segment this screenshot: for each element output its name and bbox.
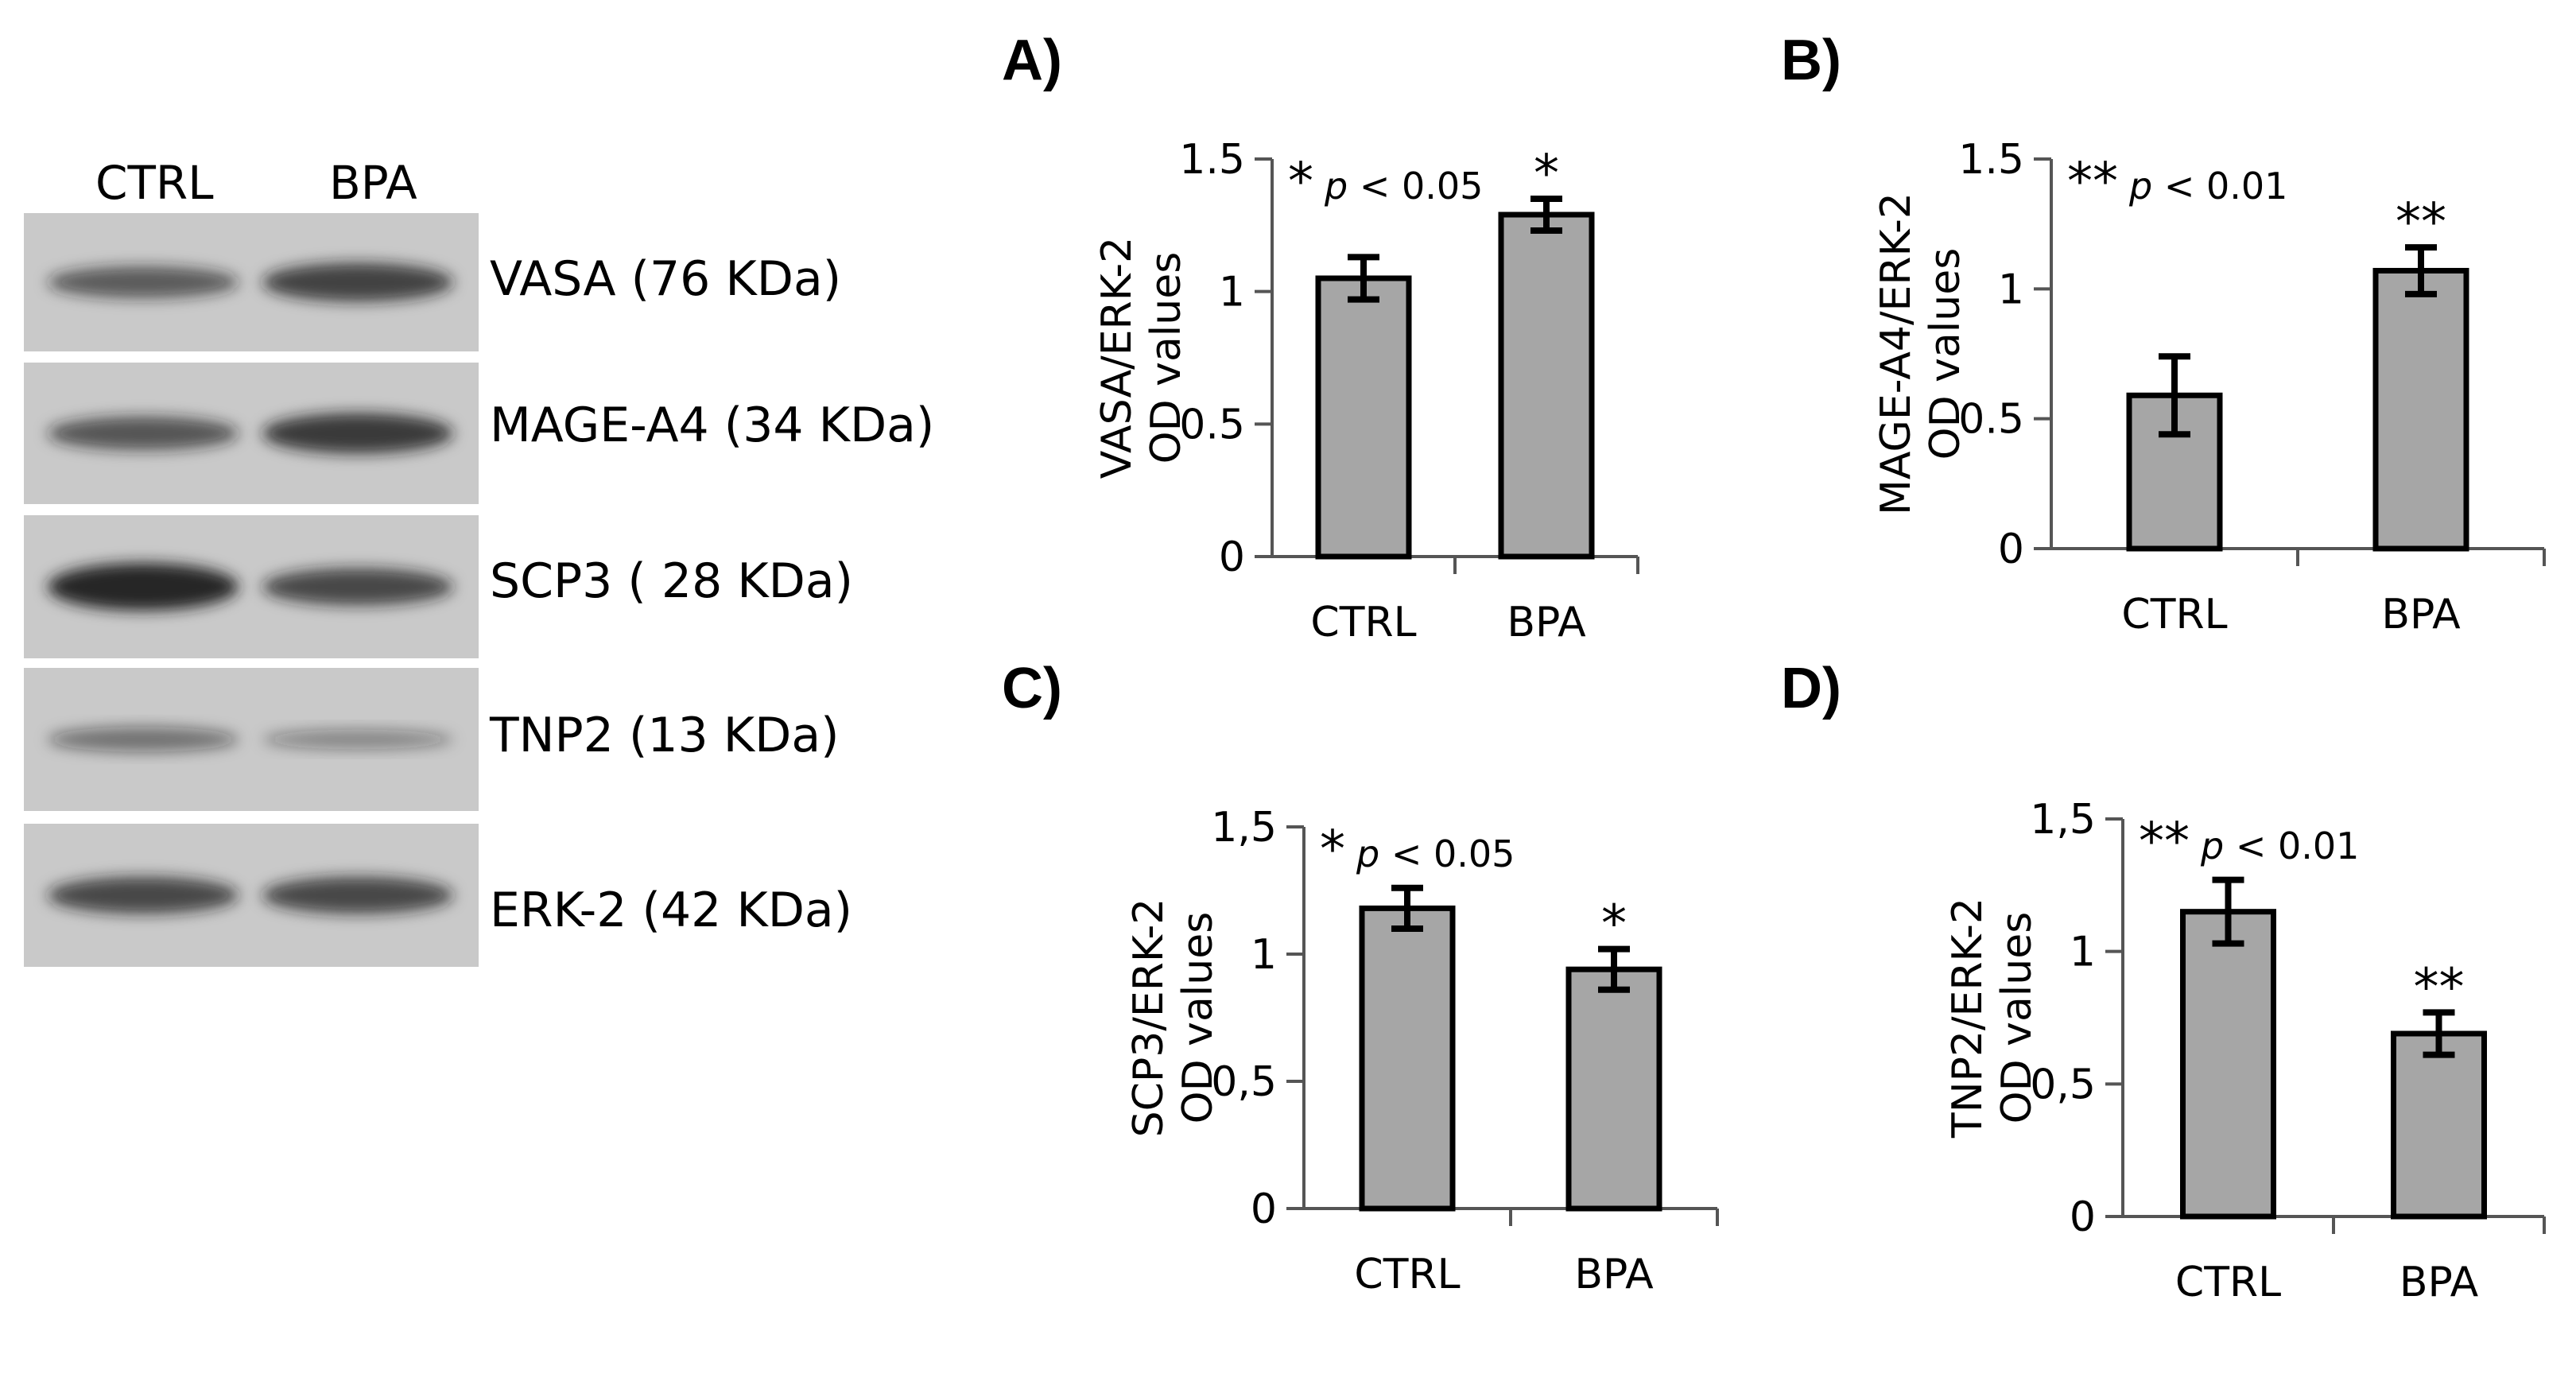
y-tick-label: 0 bbox=[2070, 1193, 2096, 1241]
y-axis-label-line2: OD values bbox=[1143, 252, 1190, 464]
chart-panel-c: C) 0 0,5 1 1,5 CTRL BPA * * p < 0.05 SCP3/ERK-2OD … bbox=[1002, 657, 1719, 1298]
significance-legend: * p < 0.05 bbox=[1288, 153, 1483, 211]
protein-label-scp3: SCP3 ( 28 KDa) bbox=[490, 553, 854, 609]
y-axis-label: TNP2/ERK-2OD values bbox=[1944, 898, 2041, 1139]
bar-ctrl bbox=[1359, 905, 1456, 1212]
y-tick-label: 0 bbox=[1251, 1185, 1277, 1233]
legend-p-value: < 0.01 bbox=[2224, 825, 2359, 867]
bar-bpa bbox=[1565, 966, 1662, 1212]
y-tick-label: 0,5 bbox=[2030, 1061, 2096, 1108]
blot-strip-tnp2 bbox=[24, 668, 479, 811]
panel-letter: D) bbox=[1781, 657, 1841, 720]
bar-ctrl bbox=[1315, 275, 1412, 560]
protein-label-vasa: VASA (76 KDa) bbox=[490, 251, 842, 307]
blot-image-vasa bbox=[24, 213, 479, 351]
legend-p-value: < 0.01 bbox=[2152, 165, 2287, 208]
x-category-label-ctrl: CTRL bbox=[1354, 1251, 1460, 1298]
protein-label-tnp2: TNP2 (13 KDa) bbox=[490, 708, 840, 763]
bar-ctrl bbox=[2180, 909, 2276, 1220]
y-tick-label: 1,5 bbox=[2030, 796, 2096, 844]
blot-image-scp3 bbox=[24, 515, 479, 658]
legend-p-value: < 0.05 bbox=[1348, 165, 1483, 208]
y-tick-label: 1 bbox=[1251, 931, 1277, 979]
blot-image-erk2 bbox=[24, 824, 479, 967]
y-axis-label-line1: SCP3/ERK-2 bbox=[1125, 898, 1173, 1138]
legend-stars: ** bbox=[2139, 813, 2190, 871]
blot-image-mage-a4 bbox=[24, 363, 479, 504]
bar-bpa bbox=[2372, 267, 2469, 552]
y-tick-label: 1 bbox=[1219, 269, 1245, 316]
legend-p-symbol: p bbox=[2128, 165, 2152, 208]
legend-stars: * bbox=[1288, 153, 1313, 211]
legend-stars: ** bbox=[2067, 153, 2118, 211]
blot-band-mage-a4-bpa bbox=[262, 413, 453, 454]
x-category-label-bpa: BPA bbox=[2381, 591, 2461, 638]
panel-letter: C) bbox=[1002, 657, 1062, 720]
blot-strip-scp3 bbox=[24, 515, 479, 658]
significance-legend: * p < 0.05 bbox=[1320, 821, 1515, 879]
bar-bpa bbox=[2391, 1030, 2487, 1220]
lane-label-bpa: BPA bbox=[329, 156, 417, 210]
blot-band-mage-a4-ctrl bbox=[48, 416, 239, 451]
y-tick-label: 1 bbox=[2070, 929, 2096, 976]
panel-letter: A) bbox=[1002, 29, 1062, 92]
x-category-label-ctrl: CTRL bbox=[2121, 591, 2227, 638]
x-category-label-bpa: BPA bbox=[2399, 1259, 2479, 1306]
y-tick-label: 0 bbox=[1998, 526, 2024, 573]
y-axis-label: MAGE-A4/ERK-2OD values bbox=[1872, 192, 1969, 515]
protein-label-mage-a4: MAGE-A4 (34 KDa) bbox=[490, 398, 935, 453]
y-tick-label: 0,5 bbox=[1211, 1058, 1277, 1106]
blot-image-tnp2 bbox=[24, 668, 479, 811]
y-tick-label: 0.5 bbox=[1958, 396, 2024, 444]
protein-label-erk2: ERK-2 (42 KDa) bbox=[490, 883, 853, 938]
blot-band-tnp2-bpa bbox=[262, 729, 453, 750]
panel-letter: B) bbox=[1781, 29, 1841, 92]
y-tick-label: 1.5 bbox=[1179, 136, 1245, 184]
blot-band-scp3-bpa bbox=[262, 568, 453, 606]
blot-band-erk2-ctrl bbox=[48, 876, 239, 914]
blot-band-vasa-bpa bbox=[262, 262, 453, 302]
blot-strip-mage-a4 bbox=[24, 363, 479, 504]
y-axis-label-line2: OD values bbox=[1174, 912, 1222, 1124]
chart-panel-a: A) 0 0.5 1 1.5 CTRL BPA * * p < 0.05 VASA/ERK-2OD … bbox=[1002, 29, 1639, 646]
x-category-label-bpa: BPA bbox=[1574, 1251, 1654, 1298]
y-axis-label: SCP3/ERK-2OD values bbox=[1125, 898, 1222, 1138]
y-axis-label-line1: MAGE-A4/ERK-2 bbox=[1872, 192, 1920, 515]
y-tick-label: 1.5 bbox=[1958, 136, 2024, 184]
blot-band-erk2-bpa bbox=[262, 876, 453, 914]
legend-p-value: < 0.05 bbox=[1379, 832, 1515, 875]
y-axis-label-line1: VASA/ERK-2 bbox=[1093, 237, 1141, 479]
y-axis-label-line2: OD values bbox=[1922, 248, 1969, 460]
significance-legend: ** p < 0.01 bbox=[2139, 813, 2359, 871]
legend-stars: * bbox=[1320, 821, 1345, 879]
legend-p-symbol: p bbox=[1356, 832, 1379, 875]
legend-p-symbol: p bbox=[2200, 825, 2224, 867]
y-axis-label-line1: TNP2/ERK-2 bbox=[1944, 898, 1992, 1139]
y-tick-label: 0.5 bbox=[1179, 401, 1245, 448]
x-category-label-ctrl: CTRL bbox=[1310, 599, 1416, 646]
y-axis-label-line2: OD values bbox=[1993, 912, 2041, 1124]
legend-p-symbol: p bbox=[1324, 165, 1348, 208]
blot-band-scp3-ctrl bbox=[48, 563, 239, 611]
blot-band-tnp2-ctrl bbox=[48, 727, 239, 752]
bar-significance-stars: * bbox=[1534, 145, 1559, 204]
y-tick-label: 1 bbox=[1998, 266, 2024, 313]
x-category-label-ctrl: CTRL bbox=[2175, 1259, 2281, 1306]
bar-significance-stars: ** bbox=[2396, 193, 2446, 252]
blot-strip-erk2 bbox=[24, 824, 479, 967]
y-tick-label: 0 bbox=[1219, 534, 1245, 581]
blot-band-vasa-ctrl bbox=[48, 266, 239, 299]
y-tick-label: 1,5 bbox=[1211, 804, 1277, 852]
blot-strip-vasa bbox=[24, 213, 479, 351]
y-axis-label: VASA/ERK-2OD values bbox=[1093, 237, 1190, 479]
bar-significance-stars: ** bbox=[2414, 958, 2465, 1017]
x-category-label-bpa: BPA bbox=[1507, 599, 1586, 646]
lane-label-ctrl: CTRL bbox=[95, 156, 214, 210]
significance-legend: ** p < 0.01 bbox=[2067, 153, 2287, 211]
bar-significance-stars: * bbox=[1601, 895, 1627, 954]
bar-bpa bbox=[1498, 211, 1595, 560]
